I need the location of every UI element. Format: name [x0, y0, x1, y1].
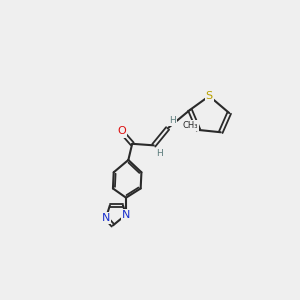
Text: N: N: [102, 213, 110, 223]
Text: O: O: [117, 127, 126, 136]
Text: H: H: [156, 149, 163, 158]
Text: H: H: [169, 116, 176, 125]
Text: N: N: [122, 210, 130, 220]
Text: S: S: [206, 91, 213, 101]
Text: CH₃: CH₃: [182, 121, 198, 130]
